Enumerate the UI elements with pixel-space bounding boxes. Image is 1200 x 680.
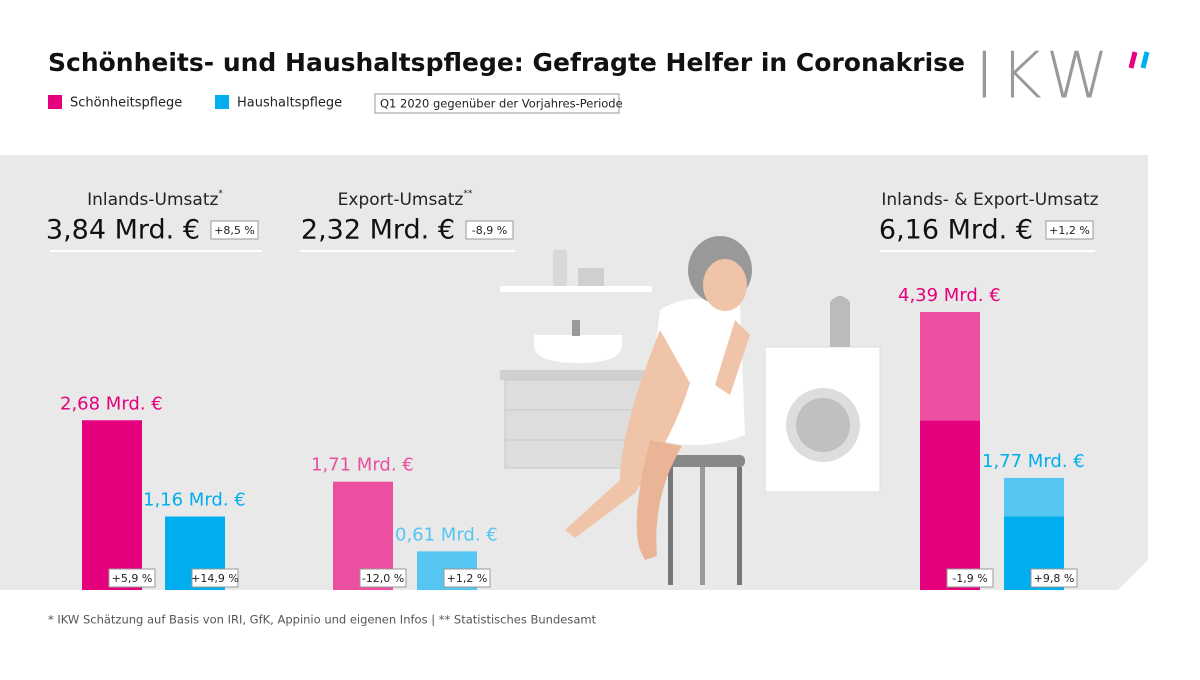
panel-title-text: Export-Umsatz [338,190,464,210]
bar-segment [920,311,980,421]
value-label: 2,68 Mrd. € [60,393,163,414]
total: 3,84 Mrd. € [46,215,200,246]
change-box [465,220,514,240]
total-change: +1,2 % [1049,224,1090,237]
change-box [359,568,407,588]
illustration [500,236,881,585]
bar [82,420,142,590]
legend-swatch [215,95,229,109]
change-box [443,568,491,588]
value-label: 1,16 Mrd. € [143,490,246,511]
panel-title: Inlands-Umsatz* [87,189,223,211]
value-label: 1,77 Mrd. € [982,451,1085,472]
logo-mark [1140,51,1150,69]
change-box [1030,568,1078,588]
bar-segment [920,420,980,590]
total: 2,32 Mrd. € [301,215,455,246]
change-box [108,568,156,588]
value-label: 4,39 Mrd. € [898,285,1001,306]
period-note: Q1 2020 gegenüber der Vorjahres-Periode [380,97,623,111]
logo: IKW [975,40,1115,114]
panel-title: Inlands- & Export-Umsatz [881,190,1098,210]
period-box [374,93,620,114]
legend-label: Schönheitspflege [70,96,182,111]
panel-title-text: Inlands-Umsatz [87,190,218,210]
value-label: 1,71 Mrd. € [311,455,414,476]
total: 6,16 Mrd. € [879,215,1033,246]
change-box [946,568,994,588]
change-label: +14,9 % [191,572,239,585]
change-label: +9,8 % [1034,572,1075,585]
legend-label: Haushaltspflege [237,96,342,111]
logo-mark [1128,51,1138,69]
footnote-mark: ** [463,189,473,199]
panel-title-text: Inlands- & Export-Umsatz [881,190,1098,210]
bar-segment [1004,477,1064,517]
value-label: 0,61 Mrd. € [395,524,498,545]
change-label: +5,9 % [112,572,153,585]
change-box [191,568,239,588]
footnote: * IKW Schätzung auf Basis von IRI, GfK, … [48,613,597,627]
change-label: -12,0 % [362,572,404,585]
change-box [210,220,259,240]
total-change: +8,5 % [214,224,255,237]
title: Schönheits- und Haushaltspflege: Gefragt… [48,48,965,77]
change-box [1045,220,1094,240]
panel-title: Export-Umsatz** [338,189,473,211]
change-label: -1,9 % [952,572,987,585]
change-label: +1,2 % [447,572,488,585]
legend-swatch [48,95,62,109]
footnote-mark: * [218,189,223,199]
total-change: -8,9 % [472,224,507,237]
